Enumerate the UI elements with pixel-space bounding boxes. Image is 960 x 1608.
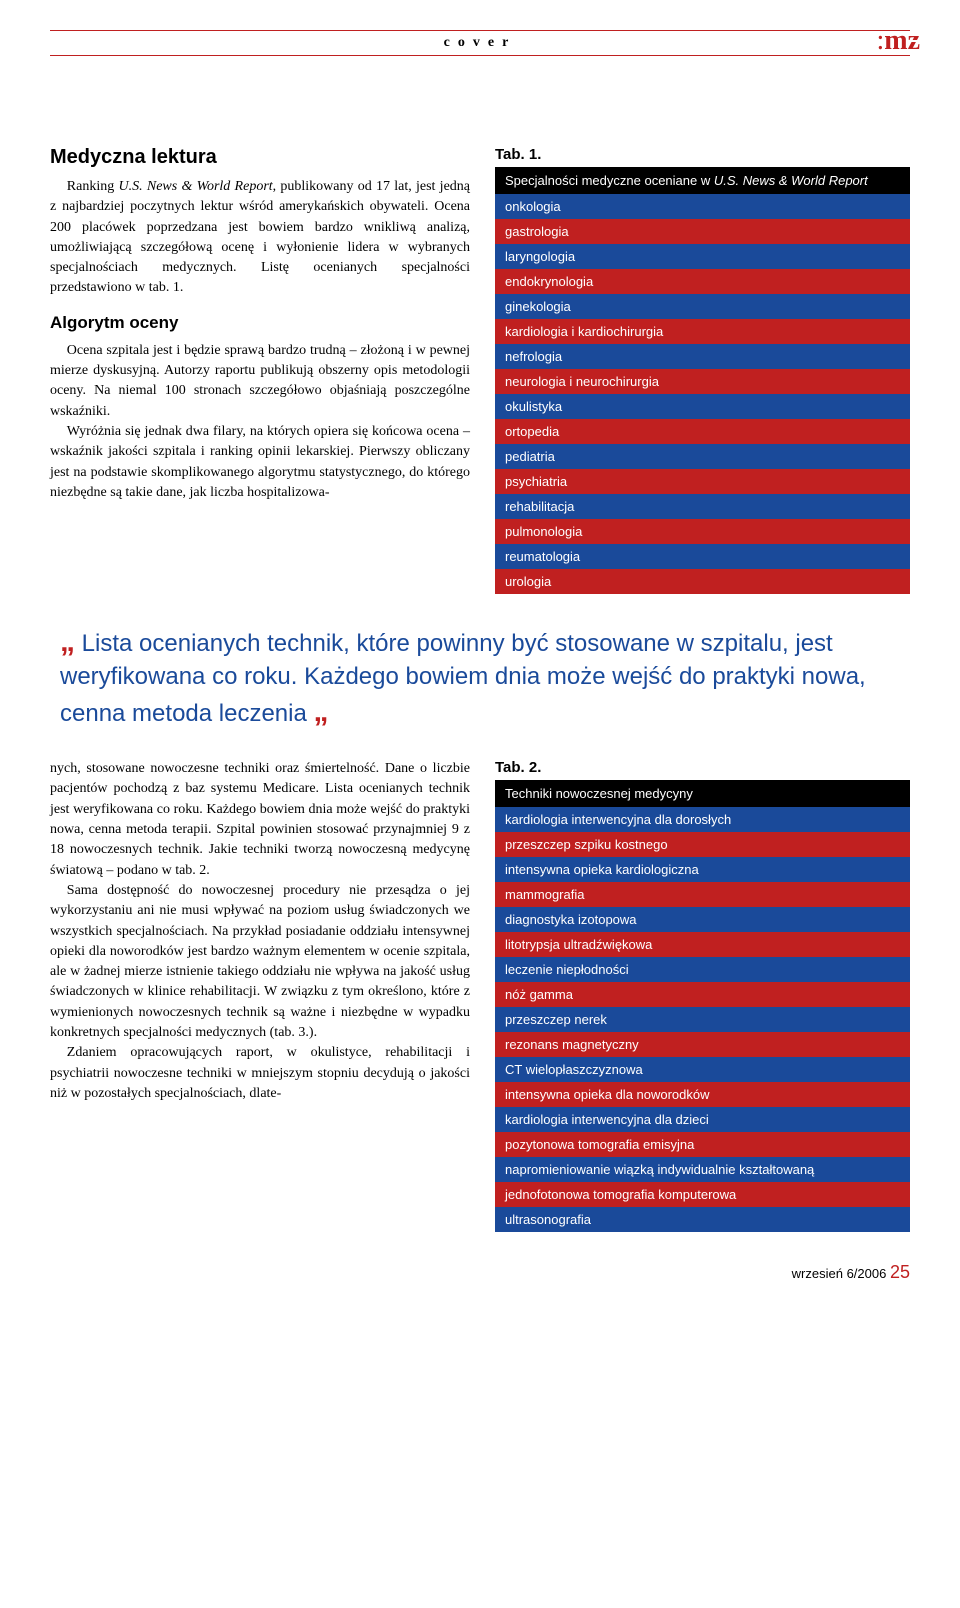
table-row: okulistyka [495, 394, 910, 419]
article-subhead: Algorytm oceny [50, 313, 470, 333]
table-row: diagnostyka izotopowa [495, 907, 910, 932]
table-row: laryngologia [495, 244, 910, 269]
table-row: pediatria [495, 444, 910, 469]
body-paragraph: Ocena szpitala jest i będzie sprawą bard… [50, 341, 470, 422]
table-row: ginekologia [495, 294, 910, 319]
upper-columns: Medyczna lektura Ranking U.S. News & Wor… [50, 146, 910, 594]
article-column-2: nych, stosowane nowoczesne techniki oraz… [50, 759, 470, 1232]
table-row: kardiologia interwencyjna dla dzieci [495, 1107, 910, 1132]
pull-quote-text: „ Lista ocenianych technik, które powinn… [60, 622, 900, 731]
lower-columns: nych, stosowane nowoczesne techniki oraz… [50, 759, 910, 1232]
table-2-label: Tab. 2. [495, 759, 910, 776]
table-2: Techniki nowoczesnej medycyny kardiologi… [495, 780, 910, 1232]
table-2-header: Techniki nowoczesnej medycyny [495, 780, 910, 807]
page-number: 25 [890, 1262, 910, 1282]
table-row: przeszczep nerek [495, 1007, 910, 1032]
section-label: cover [50, 35, 910, 51]
table-row: endokrynologia [495, 269, 910, 294]
table-row: kardiologia i kardiochirurgia [495, 319, 910, 344]
open-quote-icon: „ [60, 625, 75, 658]
table-row: ultrasonografia [495, 1207, 910, 1232]
table-row: pulmonologia [495, 519, 910, 544]
body-paragraph: Ranking U.S. News & World Report, publik… [50, 177, 470, 299]
page-footer: wrzesień 6/2006 25 [50, 1262, 910, 1283]
body-paragraph: Zdaniem opracowujących raport, w okulist… [50, 1043, 470, 1104]
table-row: jednofotonowa tomografia komputerowa [495, 1182, 910, 1207]
article-headline: Medyczna lektura [50, 146, 470, 169]
pull-quote: „ Lista ocenianych technik, które powinn… [50, 622, 910, 731]
article-column-1: Medyczna lektura Ranking U.S. News & Wor… [50, 146, 470, 594]
table-1: Specjalności medyczne oceniane w U.S. Ne… [495, 167, 910, 594]
table-row: rezonans magnetyczny [495, 1032, 910, 1057]
table-row: napromieniowanie wiązką indywidualnie ks… [495, 1157, 910, 1182]
magazine-logo: :mz [876, 25, 920, 57]
issue-label: wrzesień 6/2006 [792, 1266, 887, 1281]
table-row: gastrologia [495, 219, 910, 244]
body-paragraph: Sama dostępność do nowoczesnej procedury… [50, 881, 470, 1043]
table-row: nóż gamma [495, 982, 910, 1007]
table-row: urologia [495, 569, 910, 594]
table-row: psychiatria [495, 469, 910, 494]
table-1-header: Specjalności medyczne oceniane w U.S. Ne… [495, 167, 910, 194]
table-row: litotrypsja ultradźwiękowa [495, 932, 910, 957]
body-paragraph: Wyróżnia się jednak dwa filary, na który… [50, 422, 470, 503]
table-row: kardiologia interwencyjna dla dorosłych [495, 807, 910, 832]
table-row: onkologia [495, 194, 910, 219]
table-row: przeszczep szpiku kostnego [495, 832, 910, 857]
table-row: intensywna opieka kardiologiczna [495, 857, 910, 882]
table-row: pozytonowa tomografia emisyjna [495, 1132, 910, 1157]
table-2-column: Tab. 2. Techniki nowoczesnej medycyny ka… [495, 759, 910, 1232]
table-row: CT wielopłaszczyznowa [495, 1057, 910, 1082]
table-1-label: Tab. 1. [495, 146, 910, 163]
page-header: cover :mz [50, 30, 910, 56]
table-row: ortopedia [495, 419, 910, 444]
table-row: mammografia [495, 882, 910, 907]
table-row: leczenie niepłodności [495, 957, 910, 982]
body-paragraph: nych, stosowane nowoczesne techniki oraz… [50, 759, 470, 881]
close-quote-icon: „ [314, 695, 329, 728]
table-row: intensywna opieka dla noworodków [495, 1082, 910, 1107]
table-1-column: Tab. 1. Specjalności medyczne oceniane w… [495, 146, 910, 594]
table-row: rehabilitacja [495, 494, 910, 519]
table-row: nefrologia [495, 344, 910, 369]
table-row: neurologia i neurochirurgia [495, 369, 910, 394]
table-row: reumatologia [495, 544, 910, 569]
